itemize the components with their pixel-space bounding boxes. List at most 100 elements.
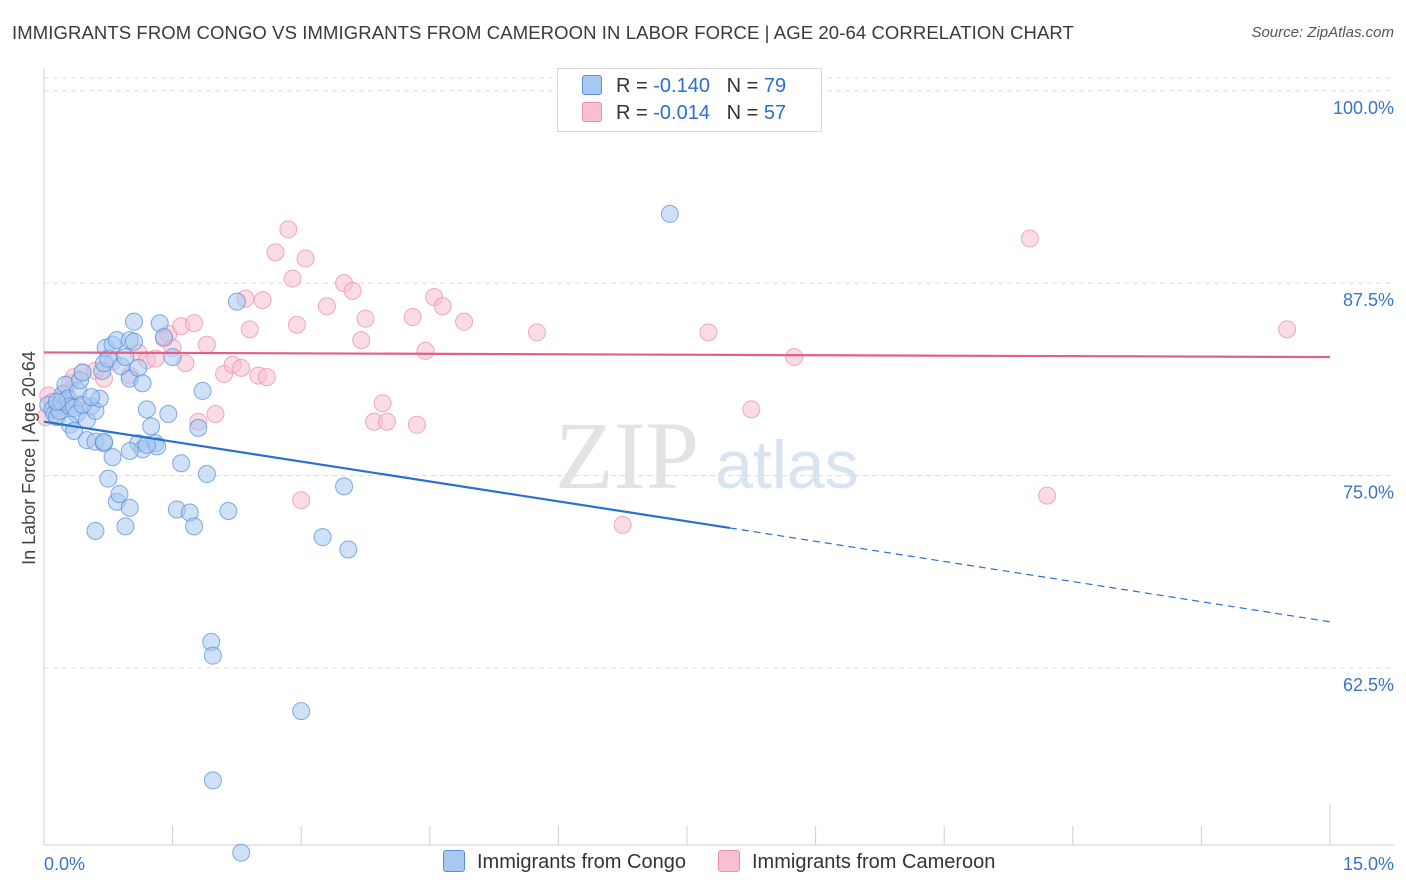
cameroon-point: [253, 291, 272, 310]
congo-point: [125, 332, 144, 351]
legend-n-label: N =: [726, 75, 759, 97]
cameroon-point: [455, 312, 474, 331]
bottom-legend-swatch-cameroon: [718, 850, 740, 872]
cameroon-point: [283, 269, 302, 288]
congo-trend-projection: [729, 527, 1331, 623]
legend-row-congo: R = -0.140 N = 79: [582, 75, 786, 101]
tick-labels: 62.5% 75.0% 87.5% 100.0% 0.0% 15.0%: [44, 98, 1394, 874]
congo-point: [163, 348, 182, 367]
cameroon-point: [1038, 486, 1057, 505]
congo-trend-line: [43, 420, 731, 530]
chart-source: Source: ZipAtlas.com: [1251, 24, 1394, 41]
cameroon-point: [343, 281, 362, 300]
congo-point: [660, 204, 679, 223]
cameroon-point: [292, 491, 311, 510]
bottom-legend-label-congo: Immigrants from Congo: [477, 851, 686, 873]
y-axis-label: In Labor Force | Age 20-64: [19, 351, 39, 565]
cameroon-point: [785, 348, 804, 367]
congo-point: [120, 498, 139, 517]
congo-point: [313, 528, 332, 547]
cameroon-point: [296, 249, 315, 268]
cameroon-point: [206, 405, 225, 424]
bottom-legend-congo: Immigrants from Congo: [443, 850, 686, 874]
y-tick-label: 100.0%: [1333, 98, 1394, 118]
congo-point: [125, 312, 144, 331]
congo-point: [155, 328, 174, 347]
cameroon-point: [403, 308, 422, 327]
cameroon-point: [407, 415, 426, 434]
congo-point: [137, 400, 156, 419]
cameroon-point: [377, 412, 396, 431]
cameroon-point: [197, 335, 216, 354]
congo-point: [197, 465, 216, 484]
congo-point: [193, 381, 212, 400]
congo-point: [142, 417, 161, 436]
cameroon-point: [373, 394, 392, 413]
congo-point: [335, 477, 354, 496]
cameroon-point: [527, 323, 546, 342]
y-tick-label: 87.5%: [1343, 290, 1394, 310]
congo-point: [120, 441, 139, 460]
cameroon-point: [240, 320, 259, 339]
congo-point: [86, 522, 105, 540]
legend-r-value: -0.140: [653, 75, 710, 97]
trend-lines: [43, 351, 1331, 623]
x-tick-label: 0.0%: [44, 854, 85, 874]
cameroon-point: [613, 515, 632, 534]
congo-point: [137, 435, 156, 454]
congo-point: [99, 469, 118, 488]
cameroon-point: [699, 323, 718, 342]
congo-point: [159, 405, 178, 424]
cameroon-point: [287, 315, 306, 334]
congo-point: [203, 646, 222, 665]
legend-r-label: R =: [616, 102, 648, 124]
congo-point: [133, 374, 152, 393]
legend-n-value: 79: [763, 75, 787, 97]
watermark-zip: ZIP: [555, 402, 699, 509]
legend-swatch-congo: [582, 75, 602, 95]
congo-point: [103, 448, 122, 467]
cameroon-point: [742, 400, 761, 419]
congo-point: [110, 485, 129, 504]
data-points: [36, 204, 1297, 862]
congo-point: [116, 517, 135, 536]
cameroon-point: [232, 358, 251, 377]
legend-r-label: R =: [616, 75, 648, 97]
x-tick-label: 15.0%: [1343, 854, 1394, 874]
cameroon-point: [356, 309, 375, 328]
bottom-legend-cameroon: Immigrants from Cameroon: [718, 850, 995, 874]
congo-point: [292, 702, 311, 721]
bottom-legend-label-cameroon: Immigrants from Cameroon: [752, 851, 996, 873]
chart-title: IMMIGRANTS FROM CONGO VS IMMIGRANTS FROM…: [12, 22, 1074, 43]
congo-point: [339, 540, 358, 559]
cameroon-point: [317, 297, 336, 316]
congo-point: [172, 454, 191, 473]
bottom-legend-swatch-congo: [443, 850, 465, 872]
watermark-atlas: atlas: [715, 427, 859, 503]
congo-point: [227, 292, 246, 311]
legend-row-cameroon: R = -0.014 N = 57: [582, 102, 786, 128]
congo-point: [82, 388, 101, 407]
congo-point: [73, 363, 92, 382]
congo-point: [232, 843, 251, 862]
cameroon-point: [433, 297, 452, 316]
congo-point: [185, 517, 204, 536]
cameroon-point: [416, 341, 435, 360]
congo-point: [47, 392, 66, 411]
axes: [43, 68, 1394, 846]
legend-r-value: -0.014: [653, 102, 710, 124]
cameroon-point: [266, 243, 285, 262]
cameroon-point: [279, 220, 298, 239]
cameroon-point: [257, 368, 276, 387]
congo-point: [129, 358, 148, 377]
cameroon-point: [1278, 320, 1297, 339]
cameroon-trend-line: [43, 351, 1331, 359]
cameroon-point: [1020, 229, 1039, 248]
y-tick-label: 62.5%: [1343, 675, 1394, 695]
legend: R = -0.140 N = 79 R = -0.014 N = 57: [557, 68, 822, 132]
legend-n-value: 57: [763, 102, 787, 124]
congo-point: [219, 501, 238, 520]
legend-n-label: N =: [726, 102, 759, 124]
cameroon-point: [352, 331, 371, 350]
